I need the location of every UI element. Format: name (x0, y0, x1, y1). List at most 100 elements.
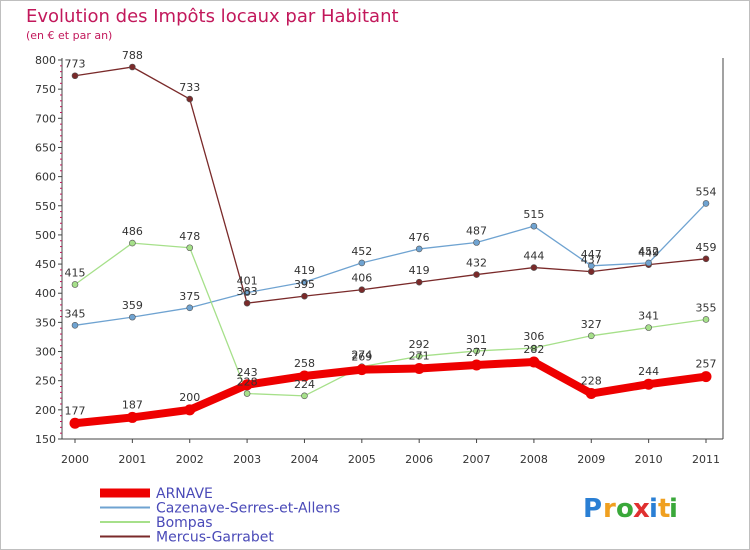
data-point (415, 278, 423, 286)
data-label: 444 (523, 250, 544, 263)
data-point (702, 316, 710, 323)
data-label: 452 (351, 245, 372, 258)
data-label: 476 (409, 231, 430, 244)
data-point (585, 388, 597, 400)
data-point (473, 347, 480, 355)
series-line-3 (74, 66, 707, 304)
data-label: 228 (237, 376, 258, 389)
data-label: 487 (466, 225, 487, 238)
legend: ARNAVECazenave-Serres-et-AllensBompasMer… (100, 486, 340, 546)
data-label: 486 (122, 225, 143, 238)
x-tick-label: 2011 (692, 453, 720, 466)
data-label: 269 (351, 351, 372, 364)
legend-label: Bompas (156, 515, 213, 531)
y-tick-label: 500 (35, 229, 56, 242)
x-tick-label: 2005 (348, 453, 376, 466)
axes: 150 200 250 300 350 400 450 500 550 600 650 700 750 8… (35, 54, 724, 466)
logo-letter: P (583, 494, 602, 524)
data-label: 419 (294, 264, 315, 277)
data-label: 773 (65, 58, 86, 71)
data-label: 345 (65, 307, 86, 320)
data-label: 401 (237, 275, 258, 288)
data-label: 187 (122, 398, 143, 411)
x-tick-label: 2002 (176, 453, 204, 466)
data-label: 200 (179, 391, 200, 404)
series-labels: 773 788 733 383 395 406 419 432 444 437 449 459 345 3… (65, 49, 717, 417)
x-tick-label: 2001 (118, 453, 146, 466)
data-label: 406 (351, 272, 372, 285)
data-label: 419 (409, 264, 430, 277)
data-label: 449 (638, 247, 659, 260)
data-label: 432 (466, 257, 487, 270)
data-point (700, 371, 712, 383)
series-line-1 (74, 202, 707, 326)
logo-letter: i (669, 494, 678, 524)
data-point (645, 259, 652, 267)
data-label: 306 (523, 330, 544, 343)
data-point (587, 332, 595, 340)
x-tick-label: 2009 (577, 453, 605, 466)
data-point (413, 362, 425, 374)
data-label: 228 (581, 375, 602, 388)
data-label: 277 (466, 346, 487, 359)
data-point (243, 390, 251, 397)
data-point (241, 379, 253, 391)
x-tick-label: 2008 (520, 453, 548, 466)
data-label: 243 (237, 366, 258, 379)
data-label: 383 (237, 285, 258, 298)
data-label: 478 (179, 230, 200, 243)
data-label: 327 (581, 318, 602, 331)
data-label: 788 (122, 49, 143, 62)
data-point (530, 222, 538, 230)
data-label: 733 (179, 81, 200, 94)
data-point (129, 239, 136, 247)
logo-letter: r (603, 494, 616, 524)
data-point (587, 262, 595, 270)
data-point (643, 378, 655, 390)
data-label: 355 (696, 301, 717, 314)
data-point (528, 356, 540, 368)
data-point (69, 417, 81, 429)
data-label: 257 (696, 358, 717, 371)
data-label: 244 (638, 365, 659, 378)
data-point (126, 411, 138, 423)
y-tick-label: 300 (35, 346, 56, 359)
data-label: 415 (65, 266, 86, 279)
x-tick-label: 2007 (463, 453, 491, 466)
data-label: 395 (294, 278, 315, 291)
x-tick-label: 2000 (61, 453, 89, 466)
data-label: 437 (581, 254, 602, 267)
y-tick-label: 250 (35, 375, 56, 388)
data-point (415, 352, 423, 360)
data-point (186, 95, 194, 103)
y-tick-label: 200 (35, 404, 56, 417)
data-point (358, 259, 366, 267)
data-point (471, 359, 483, 371)
y-tick-label: 550 (35, 200, 56, 213)
x-tick-label: 2004 (290, 453, 318, 466)
y-tick-label: 600 (35, 171, 56, 184)
logo-letter: i (649, 494, 658, 524)
data-point (301, 292, 308, 300)
data-label: 258 (294, 357, 315, 370)
data-point (645, 324, 652, 331)
data-label: 459 (696, 241, 717, 254)
data-point (587, 268, 595, 275)
data-point (186, 304, 194, 312)
data-point (71, 72, 79, 80)
x-tick-label: 2006 (405, 453, 433, 466)
data-point (530, 264, 538, 271)
data-label: 554 (696, 185, 717, 198)
data-point (415, 245, 423, 253)
data-label: 292 (409, 338, 430, 351)
data-label: 177 (65, 404, 86, 417)
y-tick-label: 700 (35, 112, 56, 125)
data-point (71, 321, 79, 329)
data-point (184, 404, 196, 416)
legend-label: Cazenave-Serres-et-Allens (156, 501, 340, 517)
data-point (473, 239, 480, 246)
data-point (358, 286, 366, 294)
data-label: 447 (581, 248, 602, 261)
data-point (298, 370, 310, 382)
data-label: 301 (466, 333, 487, 346)
